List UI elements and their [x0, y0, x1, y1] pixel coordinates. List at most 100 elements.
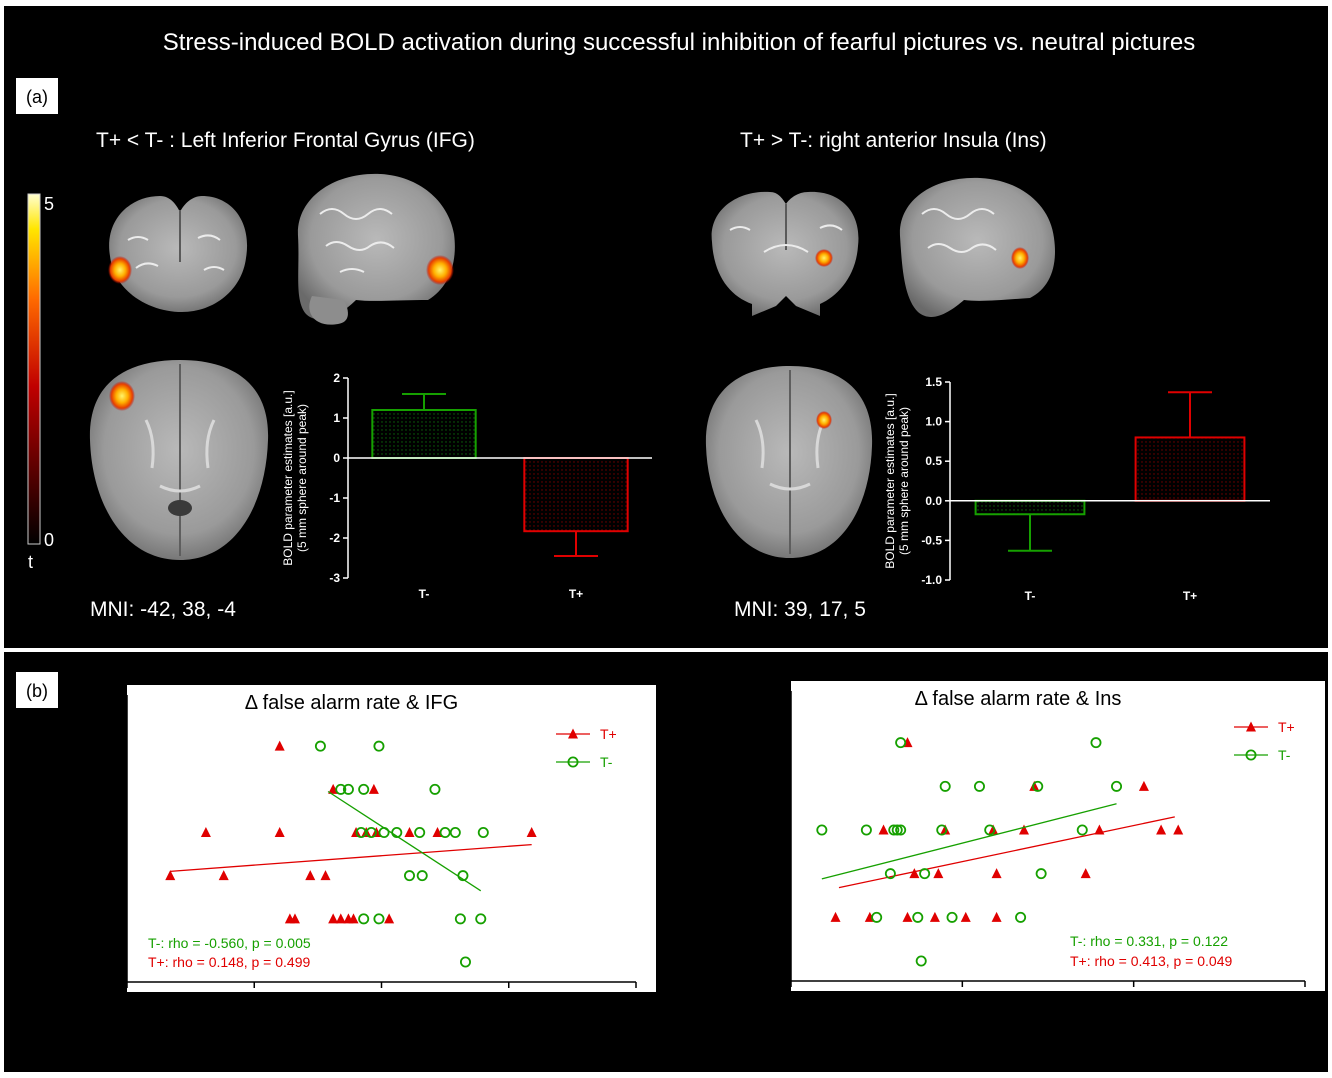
scatter-ifg-x-tick-label: -10 [118, 992, 137, 1007]
scatter-ifg-point-tplus [274, 827, 285, 837]
bar-ifg-x-tick-label: T+ [569, 587, 583, 601]
bar-ins-y-tick-label: 1.5 [925, 375, 942, 389]
bar-ifg-bar-T- [371, 409, 477, 459]
left-region-heading: T+ < T- : Left Inferior Frontal Gyrus (I… [96, 129, 475, 152]
scatter-ifg-point-tplus [320, 870, 331, 881]
scatter-ins-point-tplus [1138, 780, 1149, 791]
scatter-ifg-point-tminus [457, 870, 469, 882]
scatter-ifg-y-tick-label: -2 [106, 955, 118, 970]
bar-ins-y-tick-label: 0.0 [925, 494, 942, 508]
scatter-ifg-point-tminus [449, 827, 461, 839]
scatter-ifg-legend-marker-tplus [568, 728, 578, 739]
panel-b-label-box [16, 672, 58, 708]
scatter-ins-point-tplus [830, 911, 841, 922]
scatter-ins-point-tplus [1080, 868, 1091, 879]
scatter-ins-point-tminus [871, 911, 883, 923]
bar-ifg-y-tick-label: -2 [329, 531, 340, 545]
scatter-ifg-legend-label-T+: T+ [600, 726, 617, 742]
bar-ifg-y-label-2: (5 mm sphere around peak) [295, 404, 309, 552]
scatter-ins-legend-label-T+: T+ [1278, 719, 1295, 735]
scatter-ins-y-label-2: on fearful nogo trials [746, 762, 763, 898]
scatter-ifg-point-tminus [475, 913, 487, 925]
scatter-ins-point-tminus [984, 824, 996, 836]
scatter-ins: 4 2 0 -2 -5 0 5 10 Δ false alarm rate & Ins BOLD … [728, 681, 1325, 1063]
scatter-ifg-fit-line-T- [327, 790, 482, 892]
bar-ifg-y-tick-label: 1 [333, 411, 340, 425]
scatter-ifg-point-tminus [439, 827, 451, 839]
scatter-ifg-y-label-2: on fearful nogo trials [82, 765, 99, 901]
scatter-ifg-point-tminus [342, 783, 354, 795]
scatter-ins-point-tplus [940, 824, 951, 835]
right-mni-coordinates: MNI: 39, 17, 5 [734, 598, 866, 621]
scatter-ifg-y-tick-label: 0 [111, 869, 118, 884]
scatter-ins-x-tick-label: 0 [959, 991, 966, 1006]
scatter-ins-point-tminus [891, 824, 903, 836]
scatter-ins-point-tminus [919, 868, 931, 880]
brain-sagittal-right [899, 177, 1055, 317]
scatter-ins-point-tminus [884, 868, 896, 880]
scatter-ifg-title: Δ false alarm rate & IFG [245, 692, 458, 714]
scatter-ifg-point-tminus [403, 870, 415, 882]
bar-ifg-y-tick-label: -1 [329, 491, 340, 505]
scatter-ins-point-tminus [1015, 911, 1027, 923]
scatter-ifg-x-tick-label: 10 [629, 992, 643, 1007]
scatter-ifg-point-tminus [335, 783, 347, 795]
bar-ins-x-tick-label: T- [1025, 589, 1036, 603]
bar-chart-ifg: 2 1 0 -1 -2 -3 T- T+ BOLD parameter estimates [a… [281, 371, 652, 601]
scatter-ins-point-tplus [929, 911, 940, 922]
scatter-ins-point-tminus [1076, 824, 1088, 836]
scatter-ifg-point-tminus [429, 783, 441, 795]
scatter-ifg-point-tplus [274, 740, 285, 751]
bar-ins-bar-T+ [1134, 436, 1246, 502]
scatter-ifg-point-tminus [358, 783, 370, 795]
scatter-ins-point-tminus [1090, 737, 1102, 749]
scatter-ifg-point-tplus [218, 870, 229, 881]
scatter-ins-point-tplus [988, 824, 999, 835]
scatter-ins-point-tminus [946, 911, 958, 923]
scatter-ins-point-tminus [888, 824, 900, 836]
scatter-ins-stat-tminus: T-: rho = 0.331, p = 0.122 [1070, 933, 1228, 949]
scatter-ifg-point-tplus [404, 827, 415, 837]
scatter-ins-point-tplus [991, 868, 1002, 879]
scatter-ifg: 4 2 0 -2 -10 -5 0 5 10 Δ false alarm rate & IFG BO… [64, 685, 656, 1064]
scatter-ins-y-label: ΔFAR (stress > control) [728, 752, 745, 907]
bar-ifg-y-label: BOLD parameter estimates [a.u.] [281, 390, 295, 565]
scatter-ifg-legend-label-T-: T- [600, 754, 613, 770]
bar-ifg-y-tick-label: 0 [333, 451, 340, 465]
scatter-ins-point-tplus [1173, 824, 1184, 835]
scatter-ifg-point-tplus [328, 913, 339, 924]
scatter-ifg-point-tminus [459, 956, 471, 968]
brain-coronal-right [711, 191, 859, 316]
scatter-ins-point-tminus [895, 824, 907, 836]
brain-axial-right [705, 366, 873, 558]
scatter-ins-legend-marker-tplus [1246, 721, 1256, 732]
scatter-ins-point-tminus [912, 911, 924, 923]
scatter-ifg-point-tplus [348, 913, 359, 924]
scatter-ifg-y-label: ΔFAR (stress > control) [64, 755, 81, 910]
scatter-ins-y-tick-label: -2 [770, 954, 782, 969]
scatter-ifg-point-tplus [526, 827, 537, 837]
scatter-ifg-point-tplus [289, 913, 300, 924]
scatter-ins-point-tplus [1029, 780, 1040, 791]
scatter-ins-point-tminus [1111, 780, 1123, 792]
scatter-ins-point-tplus [960, 911, 971, 922]
scatter-ins-title: Δ false alarm rate & Ins [915, 688, 1122, 710]
scatter-ifg-point-tplus [328, 783, 339, 794]
scatter-ifg-point-tplus [335, 913, 346, 924]
scatter-ifg-point-tplus [368, 783, 379, 794]
scatter-ins-point-tplus [1156, 824, 1167, 835]
scatter-ifg-point-tminus [414, 827, 426, 839]
figure-title: Stress-induced BOLD activation during su… [163, 29, 1196, 56]
scatter-ins-point-tplus [991, 911, 1002, 922]
scatter-ifg-point-tminus [378, 827, 390, 839]
colorbar-min-label: 0 [44, 530, 54, 550]
scatter-ifg-y-tick-label: 4 [111, 696, 118, 711]
scatter-ins-x-tick-label: -5 [785, 991, 797, 1006]
scatter-ins-point-tminus [860, 824, 872, 836]
bar-ins-x-tick-label: T+ [1183, 589, 1197, 603]
scatter-ifg-point-tplus [384, 913, 395, 924]
scatter-ifg-plot-background [127, 685, 656, 992]
bar-ifg-y-tick-label: -3 [329, 571, 340, 585]
scatter-ins-point-tminus [1032, 780, 1044, 792]
